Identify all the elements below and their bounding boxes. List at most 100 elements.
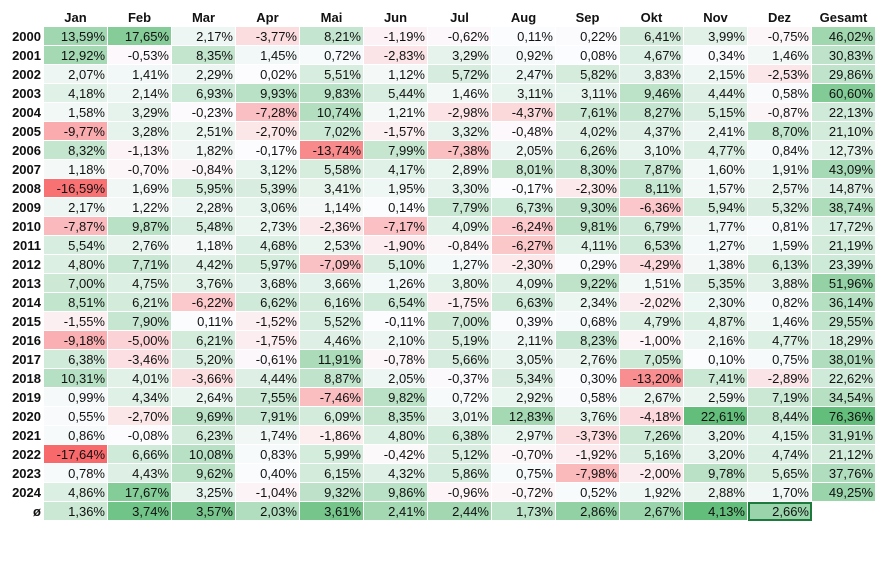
return-cell-2001-jan[interactable]: 12,92% [43, 45, 108, 65]
return-cell-2013-sep[interactable]: 9,22% [555, 273, 620, 293]
return-cell-2011-jul[interactable]: -0,84% [427, 235, 492, 255]
row-header-2007[interactable]: 2007 [0, 159, 44, 179]
return-cell-2023-mar[interactable]: 9,62% [171, 463, 236, 483]
return-cell-2019-aug[interactable]: 2,92% [491, 387, 556, 407]
return-cell-2018-apr[interactable]: 4,44% [235, 368, 300, 388]
total-cell-2018-gesamt[interactable]: 22,62% [811, 368, 876, 388]
return-cell-2009-mai[interactable]: 1,14% [299, 197, 364, 217]
return-cell-2015-aug[interactable]: 0,39% [491, 311, 556, 331]
return-cell-2018-nov[interactable]: 7,41% [683, 368, 748, 388]
return-cell-2024-aug[interactable]: -0,72% [491, 482, 556, 502]
return-cell-2001-dez[interactable]: 1,46% [747, 45, 812, 65]
return-cell-2024-mai[interactable]: 9,32% [299, 482, 364, 502]
return-cell-2012-okt[interactable]: -4,29% [619, 254, 684, 274]
return-cell-2018-mar[interactable]: -3,66% [171, 368, 236, 388]
return-cell-2009-mar[interactable]: 2,28% [171, 197, 236, 217]
return-cell-2000-okt[interactable]: 6,41% [619, 26, 684, 46]
return-cell-2022-apr[interactable]: 0,83% [235, 444, 300, 464]
total-cell-2022-gesamt[interactable]: 21,12% [811, 444, 876, 464]
total-cell-2005-gesamt[interactable]: 21,10% [811, 121, 876, 141]
return-cell-2005-apr[interactable]: -2,70% [235, 121, 300, 141]
return-cell-2018-okt[interactable]: -13,20% [619, 368, 684, 388]
return-cell-2022-jun[interactable]: -0,42% [363, 444, 428, 464]
return-cell-2003-jun[interactable]: 5,44% [363, 83, 428, 103]
return-cell-2006-nov[interactable]: 4,77% [683, 140, 748, 160]
return-cell-2022-dez[interactable]: 4,74% [747, 444, 812, 464]
return-cell-2015-jun[interactable]: -0,11% [363, 311, 428, 331]
total-cell-2019-gesamt[interactable]: 34,54% [811, 387, 876, 407]
return-cell-2002-jan[interactable]: 2,07% [43, 64, 108, 84]
return-cell-2023-jan[interactable]: 0,78% [43, 463, 108, 483]
return-cell-2000-dez[interactable]: -0,75% [747, 26, 812, 46]
return-cell-2009-jun[interactable]: 0,14% [363, 197, 428, 217]
return-cell-2005-mar[interactable]: 2,51% [171, 121, 236, 141]
total-cell-2012-gesamt[interactable]: 23,39% [811, 254, 876, 274]
return-cell-2000-jun[interactable]: -1,19% [363, 26, 428, 46]
return-cell-2000-nov[interactable]: 3,99% [683, 26, 748, 46]
return-cell-2022-jul[interactable]: 5,12% [427, 444, 492, 464]
return-cell-2005-jul[interactable]: 3,32% [427, 121, 492, 141]
total-cell-2011-gesamt[interactable]: 21,19% [811, 235, 876, 255]
return-cell-2024-sep[interactable]: 0,52% [555, 482, 620, 502]
return-cell-2020-apr[interactable]: 7,91% [235, 406, 300, 426]
return-cell-2017-mar[interactable]: 5,20% [171, 349, 236, 369]
return-cell-2013-mar[interactable]: 3,76% [171, 273, 236, 293]
return-cell-2003-aug[interactable]: 3,11% [491, 83, 556, 103]
empty-cell[interactable] [811, 501, 876, 521]
return-cell-2008-nov[interactable]: 1,57% [683, 178, 748, 198]
row-header-2010[interactable]: 2010 [0, 216, 44, 236]
return-cell-2014-mar[interactable]: -6,22% [171, 292, 236, 312]
return-cell-2008-feb[interactable]: 1,69% [107, 178, 172, 198]
return-cell-2015-dez[interactable]: 1,46% [747, 311, 812, 331]
total-cell-2015-gesamt[interactable]: 29,55% [811, 311, 876, 331]
column-header-nov[interactable]: Nov [683, 7, 748, 27]
return-cell-2002-mai[interactable]: 5,51% [299, 64, 364, 84]
row-header-2003[interactable]: 2003 [0, 83, 44, 103]
total-cell-2020-gesamt[interactable]: 76,36% [811, 406, 876, 426]
return-cell-2002-mar[interactable]: 2,29% [171, 64, 236, 84]
return-cell-2021-aug[interactable]: 2,97% [491, 425, 556, 445]
return-cell-2014-dez[interactable]: 0,82% [747, 292, 812, 312]
return-cell-2019-feb[interactable]: 4,34% [107, 387, 172, 407]
column-header-apr[interactable]: Apr [235, 7, 300, 27]
return-cell-2001-apr[interactable]: 1,45% [235, 45, 300, 65]
return-cell-2017-sep[interactable]: 2,76% [555, 349, 620, 369]
return-cell-2015-sep[interactable]: 0,68% [555, 311, 620, 331]
average-cell-okt[interactable]: 2,67% [619, 501, 684, 521]
return-cell-2004-sep[interactable]: 7,61% [555, 102, 620, 122]
return-cell-2007-jun[interactable]: 4,17% [363, 159, 428, 179]
return-cell-2001-feb[interactable]: -0,53% [107, 45, 172, 65]
return-cell-2021-jun[interactable]: 4,80% [363, 425, 428, 445]
return-cell-2011-dez[interactable]: 1,59% [747, 235, 812, 255]
return-cell-2018-jan[interactable]: 10,31% [43, 368, 108, 388]
return-cell-2016-sep[interactable]: 8,23% [555, 330, 620, 350]
return-cell-2022-sep[interactable]: -1,92% [555, 444, 620, 464]
return-cell-2021-jan[interactable]: 0,86% [43, 425, 108, 445]
return-cell-2010-aug[interactable]: -6,24% [491, 216, 556, 236]
return-cell-2013-jun[interactable]: 1,26% [363, 273, 428, 293]
return-cell-2019-jul[interactable]: 0,72% [427, 387, 492, 407]
return-cell-2005-nov[interactable]: 2,41% [683, 121, 748, 141]
return-cell-2024-jun[interactable]: 9,86% [363, 482, 428, 502]
return-cell-2017-feb[interactable]: -3,46% [107, 349, 172, 369]
return-cell-2008-jun[interactable]: 1,95% [363, 178, 428, 198]
return-cell-2019-mar[interactable]: 2,64% [171, 387, 236, 407]
return-cell-2019-nov[interactable]: 2,59% [683, 387, 748, 407]
return-cell-2003-mar[interactable]: 6,93% [171, 83, 236, 103]
return-cell-2014-aug[interactable]: 6,63% [491, 292, 556, 312]
return-cell-2023-aug[interactable]: 0,75% [491, 463, 556, 483]
return-cell-2024-dez[interactable]: 1,70% [747, 482, 812, 502]
return-cell-2019-jun[interactable]: 9,82% [363, 387, 428, 407]
return-cell-2003-nov[interactable]: 4,44% [683, 83, 748, 103]
return-cell-2003-okt[interactable]: 9,46% [619, 83, 684, 103]
return-cell-2021-dez[interactable]: 4,15% [747, 425, 812, 445]
return-cell-2010-mai[interactable]: -2,36% [299, 216, 364, 236]
row-header-2002[interactable]: 2002 [0, 64, 44, 84]
return-cell-2015-jan[interactable]: -1,55% [43, 311, 108, 331]
row-header-2000[interactable]: 2000 [0, 26, 44, 46]
return-cell-2015-okt[interactable]: 4,79% [619, 311, 684, 331]
return-cell-2007-aug[interactable]: 8,01% [491, 159, 556, 179]
return-cell-2008-apr[interactable]: 5,39% [235, 178, 300, 198]
return-cell-2020-feb[interactable]: -2,70% [107, 406, 172, 426]
return-cell-2006-jan[interactable]: 8,32% [43, 140, 108, 160]
